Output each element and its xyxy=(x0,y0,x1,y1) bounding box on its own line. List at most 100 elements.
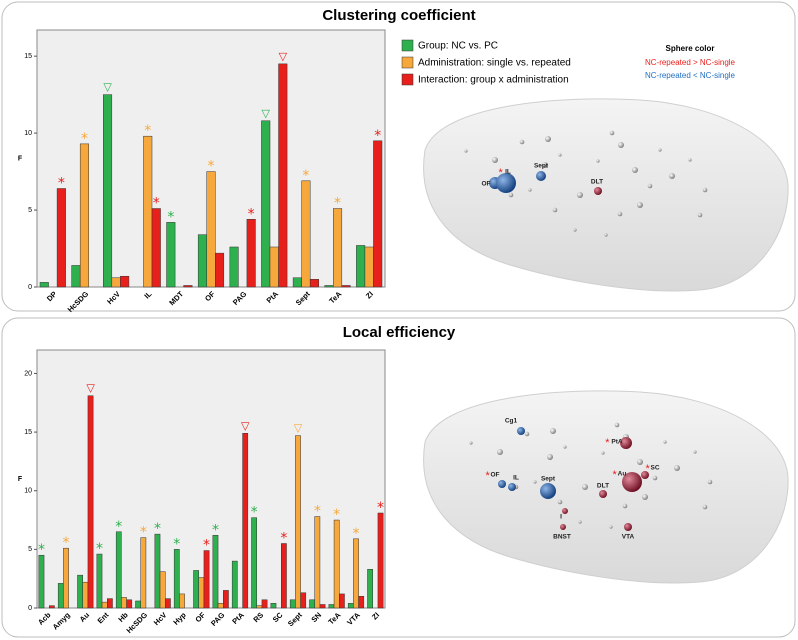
sphere xyxy=(707,479,713,485)
bar xyxy=(333,519,340,609)
sphere xyxy=(601,451,605,455)
bar xyxy=(292,277,302,288)
sphere xyxy=(622,503,628,509)
sphere xyxy=(609,525,613,529)
x-tick-label: ZI xyxy=(364,289,375,300)
legend-label: Administration: single vs. repeated xyxy=(418,58,571,69)
bar xyxy=(319,604,326,609)
region-sphere xyxy=(620,437,632,449)
significance-marker: * xyxy=(38,542,45,558)
legend-swatch xyxy=(401,56,414,69)
sphere xyxy=(557,499,563,505)
bar xyxy=(183,285,193,288)
sphere xyxy=(596,159,600,163)
sphere xyxy=(688,158,692,162)
sphere xyxy=(604,233,608,237)
bar xyxy=(256,605,263,609)
bar xyxy=(179,593,185,609)
bar xyxy=(251,517,257,609)
region-sphere xyxy=(594,187,602,195)
y-tick-label: 5 xyxy=(28,546,32,553)
bar xyxy=(314,516,321,609)
y-tick-label: 0 xyxy=(28,284,32,291)
legend-label: Group: NC vs. PC xyxy=(418,41,498,52)
region-label: DLT xyxy=(597,483,609,490)
bar xyxy=(339,593,345,609)
bar xyxy=(154,533,161,609)
significance-marker: ▽ xyxy=(86,382,95,395)
bar xyxy=(173,549,180,609)
significance-marker: * xyxy=(212,522,219,538)
bar xyxy=(217,603,224,609)
significance-marker: ▽ xyxy=(103,81,112,94)
sphere xyxy=(642,494,648,500)
sphere xyxy=(524,431,530,437)
region-label: Sept xyxy=(534,163,549,170)
significance-marker: * xyxy=(374,128,381,144)
bar xyxy=(203,550,210,609)
chart-title: Local efficiency xyxy=(343,324,456,341)
significance-marker: * xyxy=(153,196,160,212)
x-tick-label: IL xyxy=(142,289,153,300)
sphere xyxy=(533,480,537,484)
bar xyxy=(39,282,49,288)
bar xyxy=(328,604,335,609)
bar xyxy=(87,395,94,609)
x-tick-label: ZI xyxy=(370,610,381,621)
bar xyxy=(96,553,103,609)
region-label: I xyxy=(560,514,562,521)
bar xyxy=(341,285,351,288)
sphere xyxy=(545,136,551,142)
sphere xyxy=(508,192,514,198)
chart-title: Clustering coefficient xyxy=(322,7,475,24)
sphere xyxy=(652,475,658,481)
bar xyxy=(269,246,279,288)
region-sphere xyxy=(496,173,516,193)
sphere-legend-down: NC-repeated < NC-single xyxy=(645,71,736,80)
sphere xyxy=(702,187,708,193)
y-tick-label: 20 xyxy=(24,370,32,377)
sphere xyxy=(697,212,703,218)
bar xyxy=(278,63,288,288)
sphere xyxy=(578,520,582,524)
significance-marker: * xyxy=(81,131,88,147)
bar xyxy=(242,433,249,609)
region-star: * xyxy=(612,469,617,481)
sphere xyxy=(582,484,588,490)
sphere xyxy=(563,445,567,449)
y-tick-label: 5 xyxy=(28,207,32,214)
sphere xyxy=(658,148,662,152)
region-sphere xyxy=(560,524,566,530)
sphere xyxy=(617,211,623,217)
bar xyxy=(246,219,256,288)
bar xyxy=(261,120,271,288)
region-label: PtA xyxy=(611,439,623,446)
sphere xyxy=(552,207,558,213)
bar xyxy=(356,245,366,288)
sphere xyxy=(497,449,503,455)
significance-marker: * xyxy=(353,526,360,542)
legend-swatch xyxy=(401,39,414,52)
bar xyxy=(197,234,207,288)
sphere xyxy=(609,130,615,136)
significance-marker: * xyxy=(154,521,161,537)
region-label: VTA xyxy=(622,534,635,541)
significance-marker: * xyxy=(58,176,65,192)
bar xyxy=(140,537,147,609)
bar xyxy=(143,135,153,288)
sphere xyxy=(674,465,680,471)
significance-marker: * xyxy=(314,504,321,520)
region-label: IL xyxy=(513,475,519,482)
bar xyxy=(333,208,343,288)
significance-marker: ▽ xyxy=(261,107,270,120)
sphere xyxy=(550,428,556,434)
brain xyxy=(423,98,789,292)
bar xyxy=(367,569,373,609)
region-star: * xyxy=(498,167,503,179)
bar xyxy=(101,601,108,609)
bar xyxy=(295,435,301,609)
sphere xyxy=(469,441,473,445)
bar xyxy=(373,140,383,288)
bar xyxy=(49,605,55,609)
